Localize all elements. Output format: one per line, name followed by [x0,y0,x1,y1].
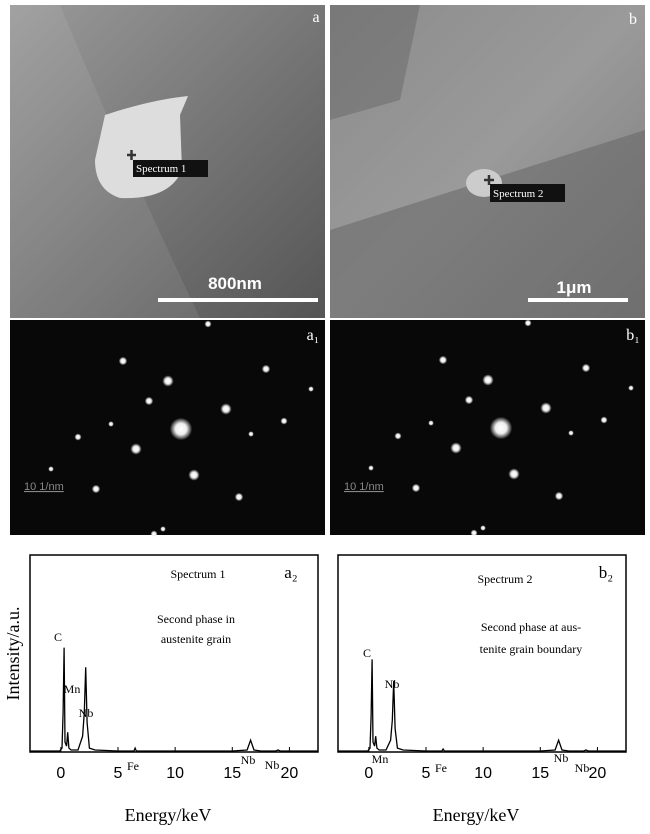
diffraction-spot [540,402,551,413]
diffraction-spot [151,531,158,538]
x-tick-label: 15 [531,765,549,782]
diffraction-spot [368,465,374,471]
diffraction-spot [92,485,100,493]
x-tick-label: 10 [474,765,492,782]
diffraction-spot [170,418,192,440]
spectrum-title: Spectrum 1 [171,567,226,581]
diffraction-spot [482,374,493,385]
panel-label: b₂ [599,563,613,582]
diffraction-spot [412,484,420,492]
diffraction-spot [450,442,461,453]
diffraction-spot [490,417,512,439]
scale-label: 10 1/nm [344,481,384,493]
diffraction-spot [508,468,519,479]
diffraction-spot [308,386,314,392]
peak-label: Nb [385,677,400,691]
y-axis-label: Intensity/a.u. [3,607,23,701]
diffraction-spot [439,356,447,364]
panel-label: b [629,11,637,28]
marker-label: Spectrum 2 [493,188,543,200]
diffraction-spot [235,493,243,501]
diffraction-spot [75,434,82,441]
diffraction-pattern [10,320,325,535]
description: Second phase at aus- [481,620,581,634]
spectrum-line [30,648,318,751]
diffraction-spot [145,397,153,405]
scale-label: 800nm [208,274,262,293]
x-axis-label: Energy/keV [433,805,520,825]
diffraction-spot [188,469,199,480]
peak-label: Nb [265,758,280,772]
diffraction-spot [601,417,608,424]
description: austenite grain [161,632,231,646]
diffraction-spot [108,421,114,427]
x-tick-label: 15 [223,765,241,782]
marker-label: Spectrum 1 [136,163,186,175]
diffraction-spot [568,430,574,436]
diffraction-spot [555,492,563,500]
diffraction-spot [465,396,473,404]
diffraction-spot [162,375,173,386]
diffraction-spot [220,403,231,414]
x-tick-label: 0 [364,765,373,782]
peak-label: Fe [127,759,139,773]
x-axis-label: Energy/keV [125,805,212,825]
peak-label: Nb [575,761,590,775]
diffraction-spot [525,320,532,327]
diffraction-pattern [330,320,645,535]
x-tick-label: 10 [166,765,184,782]
diffraction-spot [480,525,486,531]
x-tick-label: 5 [114,765,123,782]
panel-label: a [312,9,319,26]
diffraction-spot [248,431,254,437]
diffraction-spot [281,418,288,425]
x-tick-label: 0 [56,765,65,782]
peak-label: Nb [554,751,569,765]
diffraction-spot [130,443,141,454]
spectrum-title: Spectrum 2 [478,572,533,586]
diffraction-spot [262,365,270,373]
spectrum-line [338,659,626,751]
peak-label: C [54,630,62,644]
peak-label: Mn [372,752,389,766]
peak-label: Nb [241,753,256,767]
diffraction-spot [471,530,478,537]
scale-label: 10 1/nm [24,481,64,493]
diffraction-spot [628,385,634,391]
x-tick-label: 20 [589,765,607,782]
description: Second phase in [157,612,235,626]
peak-label: Nb [79,706,94,720]
diffraction-spot [160,526,166,532]
description: tenite grain boundary [480,642,583,656]
panel-label: a₂ [284,563,297,582]
x-tick-label: 5 [422,765,431,782]
peak-label: Fe [435,761,447,775]
plot-frame [30,555,318,752]
diffraction-spot [205,321,212,328]
x-tick-label: 20 [281,765,299,782]
diffraction-spot [119,357,127,365]
panel-label: b₁ [626,327,640,344]
diffraction-spot [428,420,434,426]
scale-label: 1μm [557,278,592,297]
diffraction-spot [395,433,402,440]
peak-label: C [363,646,371,660]
diffraction-spot [48,466,54,472]
figure: Spectrum 1 800nm a Spectrum 2 1μm b a₁ b… [0,0,650,834]
diffraction-spot [582,364,590,372]
peak-label: Mn [64,682,81,696]
panel-label: a₁ [307,327,320,344]
